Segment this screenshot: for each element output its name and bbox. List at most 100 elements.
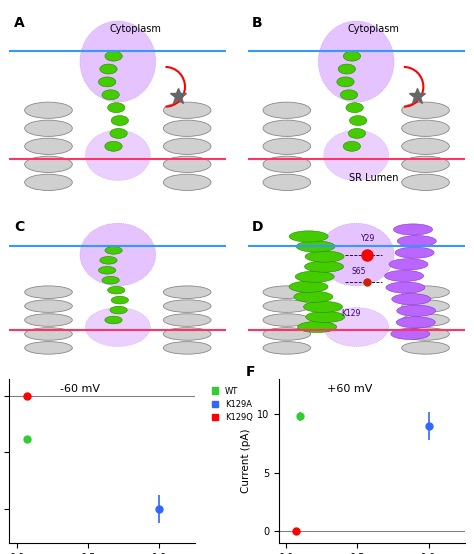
Ellipse shape [263,342,310,354]
Ellipse shape [108,102,125,112]
Ellipse shape [396,317,435,328]
Ellipse shape [295,271,334,282]
Text: -60 mV: -60 mV [60,384,100,394]
Ellipse shape [289,231,328,242]
Ellipse shape [164,286,211,299]
Ellipse shape [102,90,119,100]
Ellipse shape [401,175,449,191]
Ellipse shape [164,102,211,119]
Text: Cytoplasm: Cytoplasm [347,24,400,34]
Ellipse shape [401,102,449,119]
Ellipse shape [105,141,122,151]
Ellipse shape [401,286,449,299]
Ellipse shape [100,64,117,74]
Ellipse shape [386,282,425,293]
Text: S65: S65 [352,267,366,276]
Ellipse shape [303,301,343,312]
Ellipse shape [25,156,73,172]
Ellipse shape [343,51,361,61]
Ellipse shape [340,90,358,100]
Ellipse shape [99,77,116,87]
Text: D: D [252,220,264,234]
Ellipse shape [324,307,389,346]
Ellipse shape [305,251,344,262]
Ellipse shape [263,102,310,119]
Text: C: C [14,220,24,234]
Ellipse shape [85,307,150,346]
Ellipse shape [164,314,211,326]
Ellipse shape [164,300,211,312]
Ellipse shape [343,141,361,151]
Ellipse shape [401,327,449,340]
Ellipse shape [164,138,211,155]
Ellipse shape [393,224,433,235]
Ellipse shape [25,120,73,136]
Ellipse shape [263,138,310,155]
Text: B: B [252,17,263,30]
Ellipse shape [164,342,211,354]
Ellipse shape [348,129,365,138]
Ellipse shape [395,247,434,258]
Ellipse shape [164,156,211,172]
Ellipse shape [80,21,156,102]
Ellipse shape [164,175,211,191]
Ellipse shape [401,342,449,354]
Ellipse shape [384,270,424,281]
Ellipse shape [294,291,333,302]
Text: F: F [246,365,255,379]
Ellipse shape [318,223,394,286]
Ellipse shape [164,120,211,136]
Ellipse shape [85,130,150,181]
Ellipse shape [108,286,125,294]
Ellipse shape [263,327,310,340]
Text: K129: K129 [341,309,360,318]
Ellipse shape [25,327,73,340]
Ellipse shape [105,247,122,254]
Text: Y29: Y29 [361,234,375,243]
Ellipse shape [318,21,394,102]
Ellipse shape [391,329,430,340]
Ellipse shape [263,175,310,191]
Ellipse shape [110,129,127,138]
Ellipse shape [111,296,128,304]
Ellipse shape [337,77,354,87]
Ellipse shape [102,276,119,284]
Ellipse shape [346,102,363,112]
Ellipse shape [401,300,449,312]
Legend: WT, K129A, K129Q: WT, K129A, K129Q [208,383,256,425]
Ellipse shape [401,138,449,155]
Text: Cytoplasm: Cytoplasm [109,24,161,34]
Ellipse shape [263,300,310,312]
Ellipse shape [289,281,328,293]
Ellipse shape [305,261,344,272]
Ellipse shape [298,321,337,332]
Ellipse shape [25,175,73,191]
Ellipse shape [401,314,449,326]
Ellipse shape [100,257,117,264]
Ellipse shape [110,306,127,314]
Ellipse shape [338,64,356,74]
Ellipse shape [105,51,122,61]
Ellipse shape [296,241,335,252]
Ellipse shape [105,316,122,324]
Ellipse shape [389,259,428,270]
Y-axis label: Current (pA): Current (pA) [241,429,251,493]
Ellipse shape [164,327,211,340]
Ellipse shape [99,266,116,274]
Ellipse shape [263,120,310,136]
Ellipse shape [397,305,436,316]
Ellipse shape [25,286,73,299]
Ellipse shape [80,223,156,286]
Ellipse shape [111,116,128,126]
Text: A: A [14,17,25,30]
Ellipse shape [401,156,449,172]
Ellipse shape [392,294,431,305]
Ellipse shape [263,314,310,326]
Ellipse shape [25,314,73,326]
Ellipse shape [397,235,436,247]
Ellipse shape [324,130,389,181]
Ellipse shape [349,116,367,126]
Ellipse shape [25,138,73,155]
Ellipse shape [263,156,310,172]
Ellipse shape [263,286,310,299]
